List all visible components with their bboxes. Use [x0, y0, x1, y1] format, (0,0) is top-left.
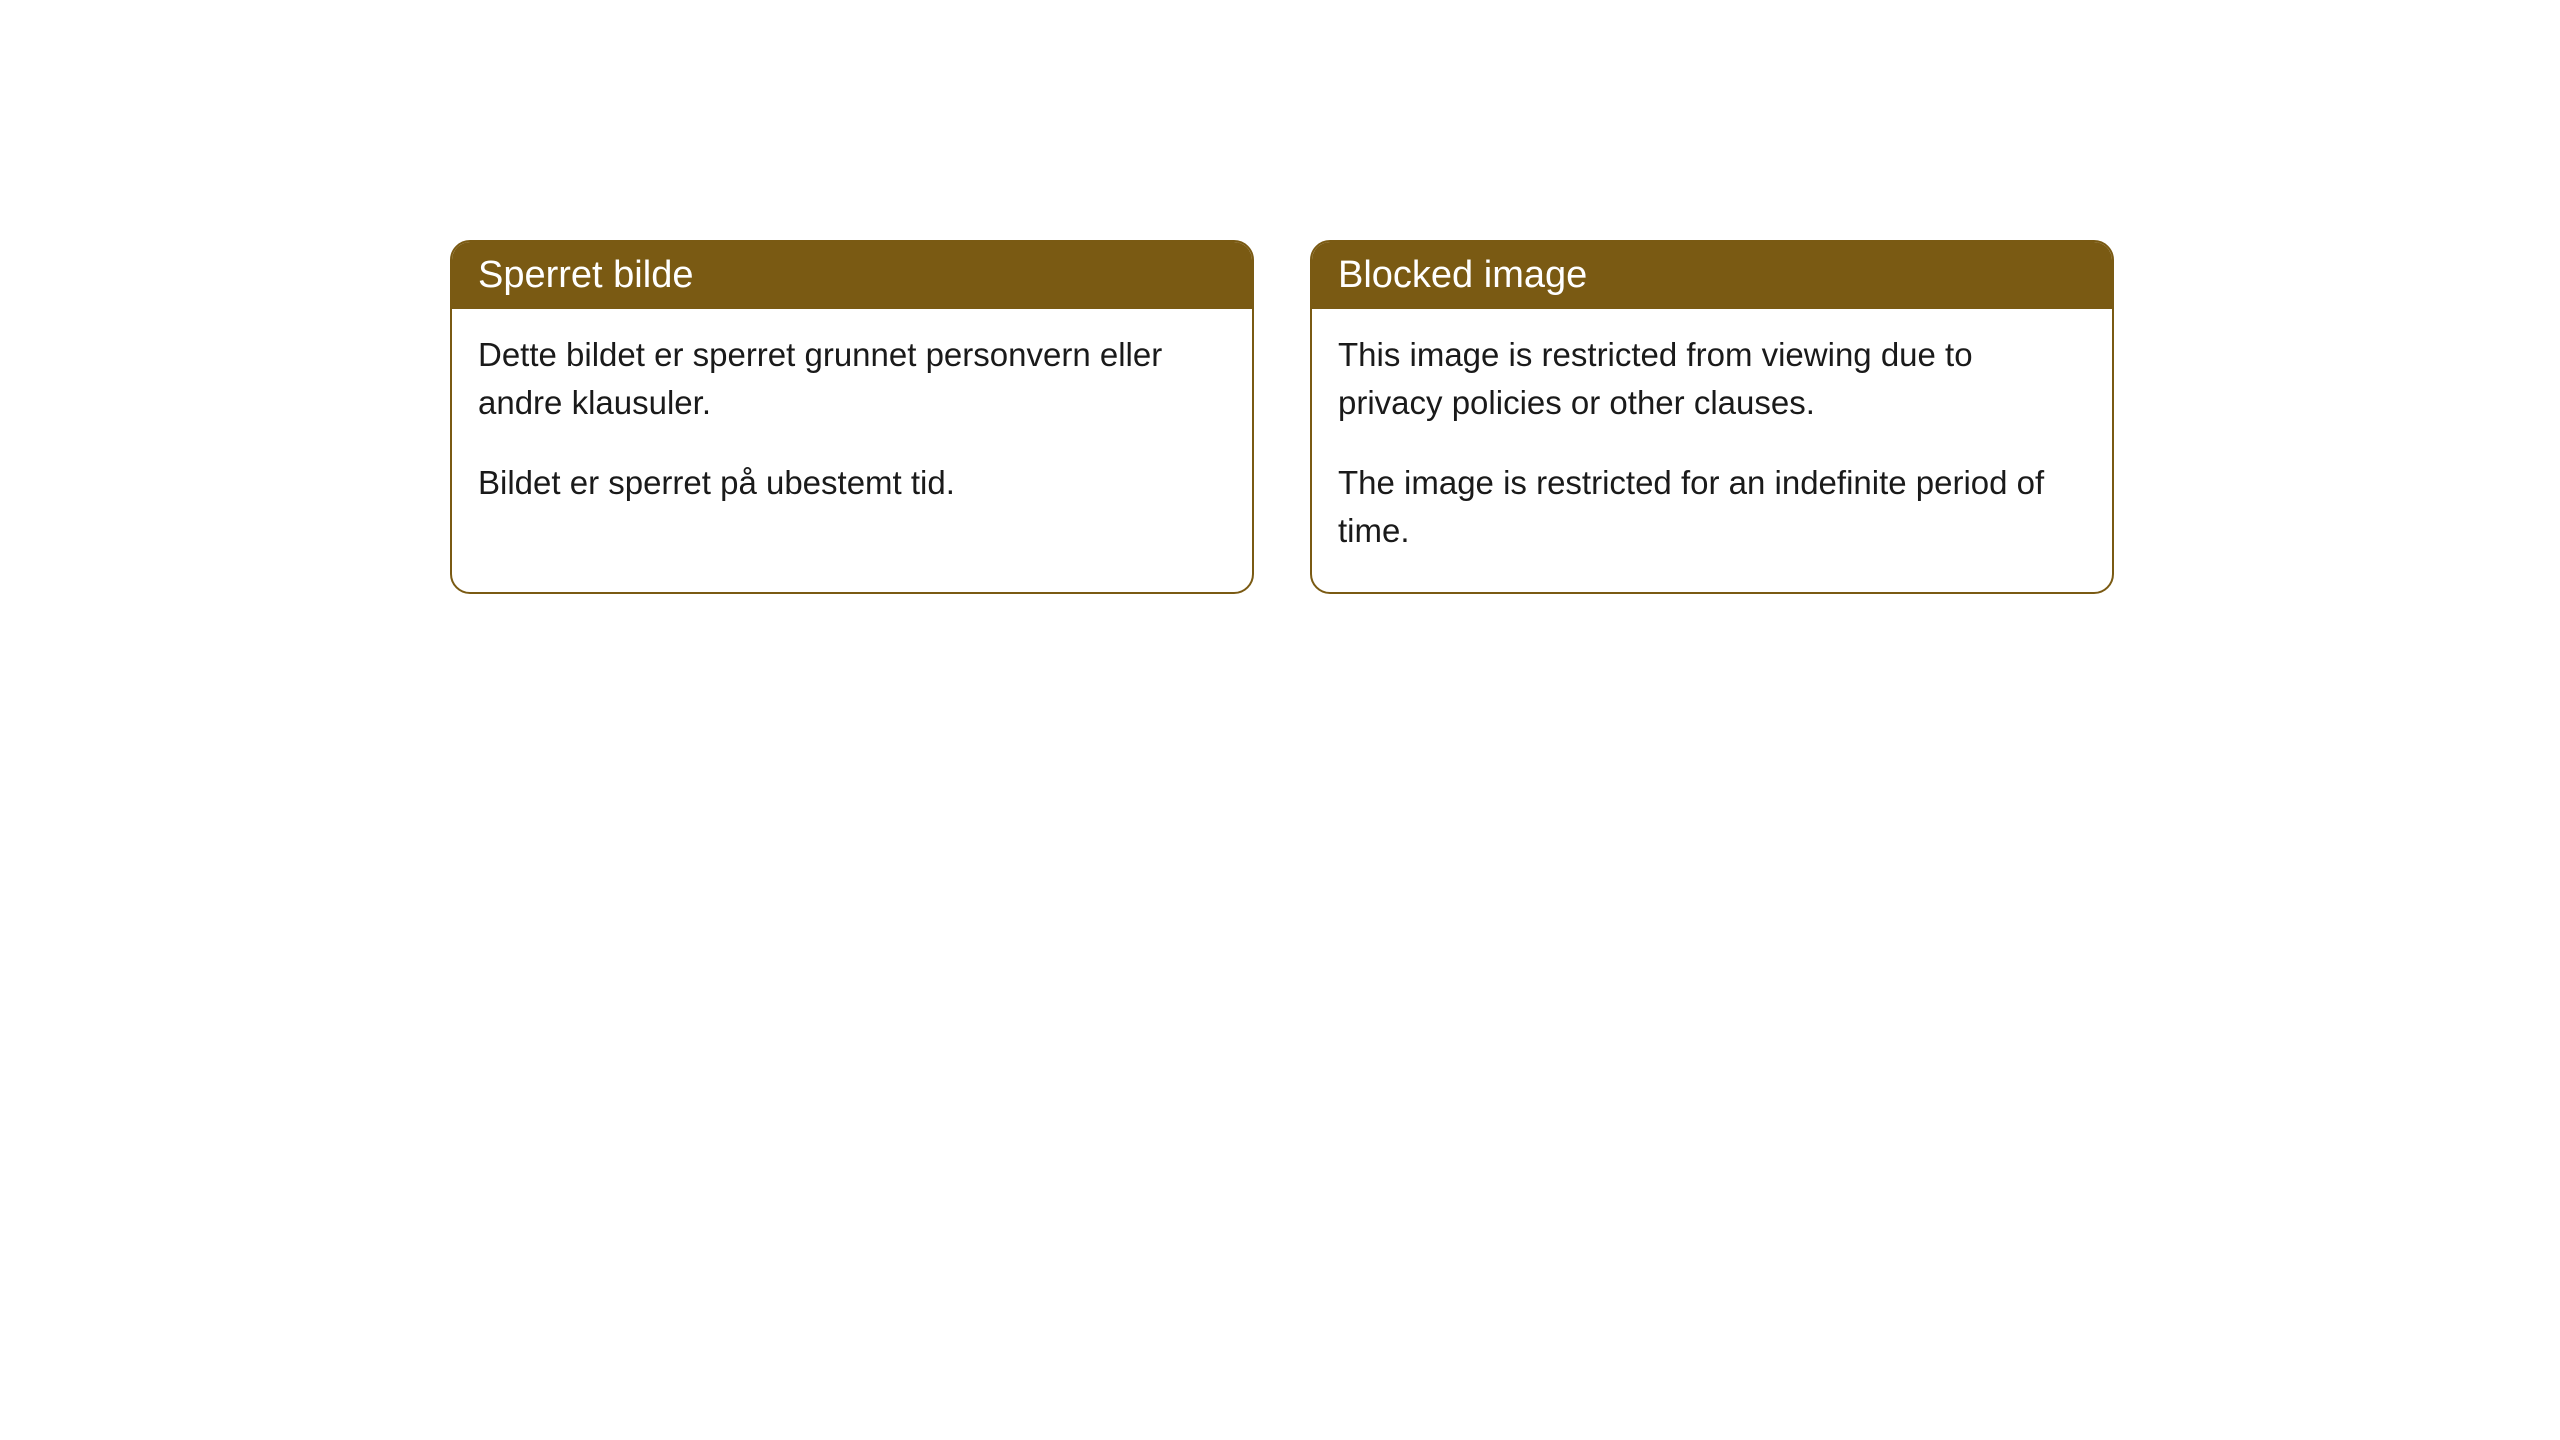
notice-paragraph: Bildet er sperret på ubestemt tid.	[478, 459, 1226, 507]
notice-paragraph: The image is restricted for an indefinit…	[1338, 459, 2086, 555]
notice-container: Sperret bilde Dette bildet er sperret gr…	[450, 240, 2560, 594]
notice-body: This image is restricted from viewing du…	[1312, 309, 2112, 592]
notice-card-norwegian: Sperret bilde Dette bildet er sperret gr…	[450, 240, 1254, 594]
notice-paragraph: This image is restricted from viewing du…	[1338, 331, 2086, 427]
notice-paragraph: Dette bildet er sperret grunnet personve…	[478, 331, 1226, 427]
notice-body: Dette bildet er sperret grunnet personve…	[452, 309, 1252, 545]
notice-header: Blocked image	[1312, 242, 2112, 309]
notice-header: Sperret bilde	[452, 242, 1252, 309]
notice-card-english: Blocked image This image is restricted f…	[1310, 240, 2114, 594]
